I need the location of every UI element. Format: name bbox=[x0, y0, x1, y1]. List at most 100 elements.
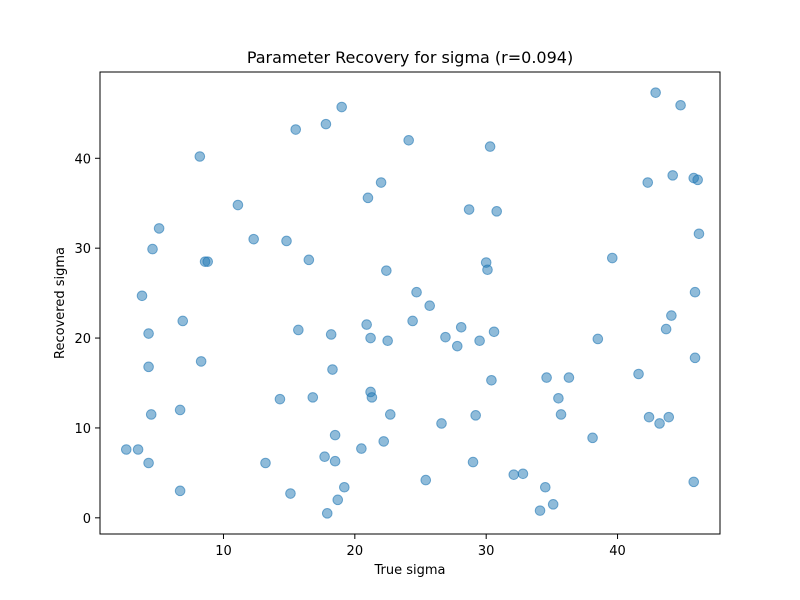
data-point-16 bbox=[202, 256, 214, 267]
data-point-44 bbox=[378, 436, 390, 447]
data-point-34 bbox=[332, 494, 344, 506]
data-point-36 bbox=[339, 481, 350, 493]
data-point-81 bbox=[643, 411, 655, 423]
x-axis: 10 20 30 40 bbox=[215, 534, 626, 559]
data-point-8 bbox=[147, 243, 158, 255]
data-point-17 bbox=[232, 199, 244, 211]
data-point-32 bbox=[329, 429, 341, 441]
data-point-56 bbox=[455, 321, 467, 333]
data-point-43 bbox=[375, 177, 387, 188]
data-point-75 bbox=[563, 372, 575, 383]
data-point-72 bbox=[547, 499, 559, 510]
data-point-28 bbox=[320, 118, 332, 130]
data-point-63 bbox=[484, 141, 496, 152]
data-point-59 bbox=[470, 410, 481, 421]
data-point-69 bbox=[534, 505, 546, 516]
data-point-31 bbox=[327, 364, 338, 375]
plot-area-frame bbox=[99, 71, 721, 535]
data-point-35 bbox=[336, 101, 347, 113]
data-point-9 bbox=[153, 223, 165, 234]
data-point-4 bbox=[136, 290, 148, 302]
data-point-82 bbox=[650, 87, 661, 98]
data-point-80 bbox=[642, 177, 654, 188]
data-point-53 bbox=[436, 418, 447, 429]
y-tick-label: 40 bbox=[74, 152, 91, 167]
chart-title: Parameter Recovery for sigma (r=0.094) bbox=[247, 48, 573, 67]
data-point-3 bbox=[143, 457, 154, 469]
data-point-67 bbox=[508, 469, 520, 480]
data-point-54 bbox=[440, 331, 451, 343]
data-point-23 bbox=[290, 124, 302, 135]
x-tick-label: 10 bbox=[215, 544, 232, 559]
data-point-57 bbox=[463, 204, 475, 215]
data-point-14 bbox=[195, 356, 207, 367]
data-point-90 bbox=[688, 476, 700, 488]
data-point-68 bbox=[517, 468, 529, 480]
data-point-27 bbox=[319, 451, 330, 463]
data-point-49 bbox=[407, 315, 418, 327]
x-tick-label: 30 bbox=[478, 544, 495, 559]
data-point-83 bbox=[654, 418, 665, 429]
data-point-78 bbox=[606, 252, 618, 264]
data-point-64 bbox=[486, 374, 497, 386]
data-point-52 bbox=[424, 300, 436, 311]
data-point-66 bbox=[491, 206, 502, 217]
y-axis-label: Recovered sigma bbox=[53, 247, 68, 359]
data-point-74 bbox=[555, 409, 567, 420]
data-point-39 bbox=[362, 192, 374, 204]
data-point-18 bbox=[248, 233, 259, 245]
data-point-87 bbox=[667, 170, 679, 181]
data-point-70 bbox=[539, 481, 551, 493]
data-point-85 bbox=[663, 411, 675, 423]
data-point-26 bbox=[307, 392, 319, 403]
data-point-12 bbox=[177, 315, 189, 327]
data-point-37 bbox=[356, 443, 367, 454]
data-point-79 bbox=[633, 368, 644, 380]
y-tick-label: 10 bbox=[74, 422, 91, 437]
y-tick-label: 20 bbox=[74, 332, 91, 347]
data-point-93 bbox=[692, 174, 703, 186]
data-point-25 bbox=[303, 254, 315, 266]
data-point-47 bbox=[384, 409, 396, 420]
data-point-50 bbox=[411, 286, 422, 298]
y-tick-label: 30 bbox=[74, 242, 91, 257]
data-point-38 bbox=[361, 319, 372, 330]
data-point-86 bbox=[666, 310, 677, 321]
data-point-45 bbox=[381, 265, 392, 276]
data-point-51 bbox=[420, 474, 432, 486]
data-point-46 bbox=[382, 335, 393, 347]
x-axis-label: True sigma bbox=[373, 563, 445, 578]
data-point-92 bbox=[689, 286, 701, 298]
data-point-73 bbox=[553, 392, 564, 404]
data-point-58 bbox=[467, 456, 479, 468]
data-point-30 bbox=[325, 329, 337, 340]
data-point-21 bbox=[281, 235, 292, 247]
points-layer bbox=[120, 87, 705, 519]
data-point-91 bbox=[689, 352, 701, 364]
data-point-88 bbox=[675, 99, 686, 111]
data-point-11 bbox=[174, 404, 186, 416]
data-point-94 bbox=[693, 228, 705, 240]
y-axis: 0 10 20 30 40 bbox=[74, 152, 100, 527]
data-point-33 bbox=[329, 455, 341, 467]
x-tick-label: 20 bbox=[347, 544, 364, 559]
data-point-60 bbox=[474, 335, 485, 347]
data-point-24 bbox=[293, 324, 304, 336]
data-point-19 bbox=[260, 457, 271, 469]
data-point-42 bbox=[366, 392, 378, 403]
data-point-55 bbox=[451, 340, 463, 352]
data-point-29 bbox=[321, 508, 333, 519]
data-point-6 bbox=[143, 361, 154, 373]
data-point-7 bbox=[145, 409, 157, 420]
data-point-10 bbox=[174, 485, 186, 497]
data-point-62 bbox=[482, 264, 493, 276]
data-point-20 bbox=[274, 393, 286, 405]
data-point-48 bbox=[403, 135, 414, 146]
y-tick-label: 0 bbox=[83, 512, 91, 527]
data-point-22 bbox=[285, 488, 296, 499]
data-point-1 bbox=[120, 444, 132, 455]
data-point-84 bbox=[660, 323, 672, 335]
data-point-76 bbox=[587, 432, 598, 444]
data-point-65 bbox=[488, 326, 500, 338]
